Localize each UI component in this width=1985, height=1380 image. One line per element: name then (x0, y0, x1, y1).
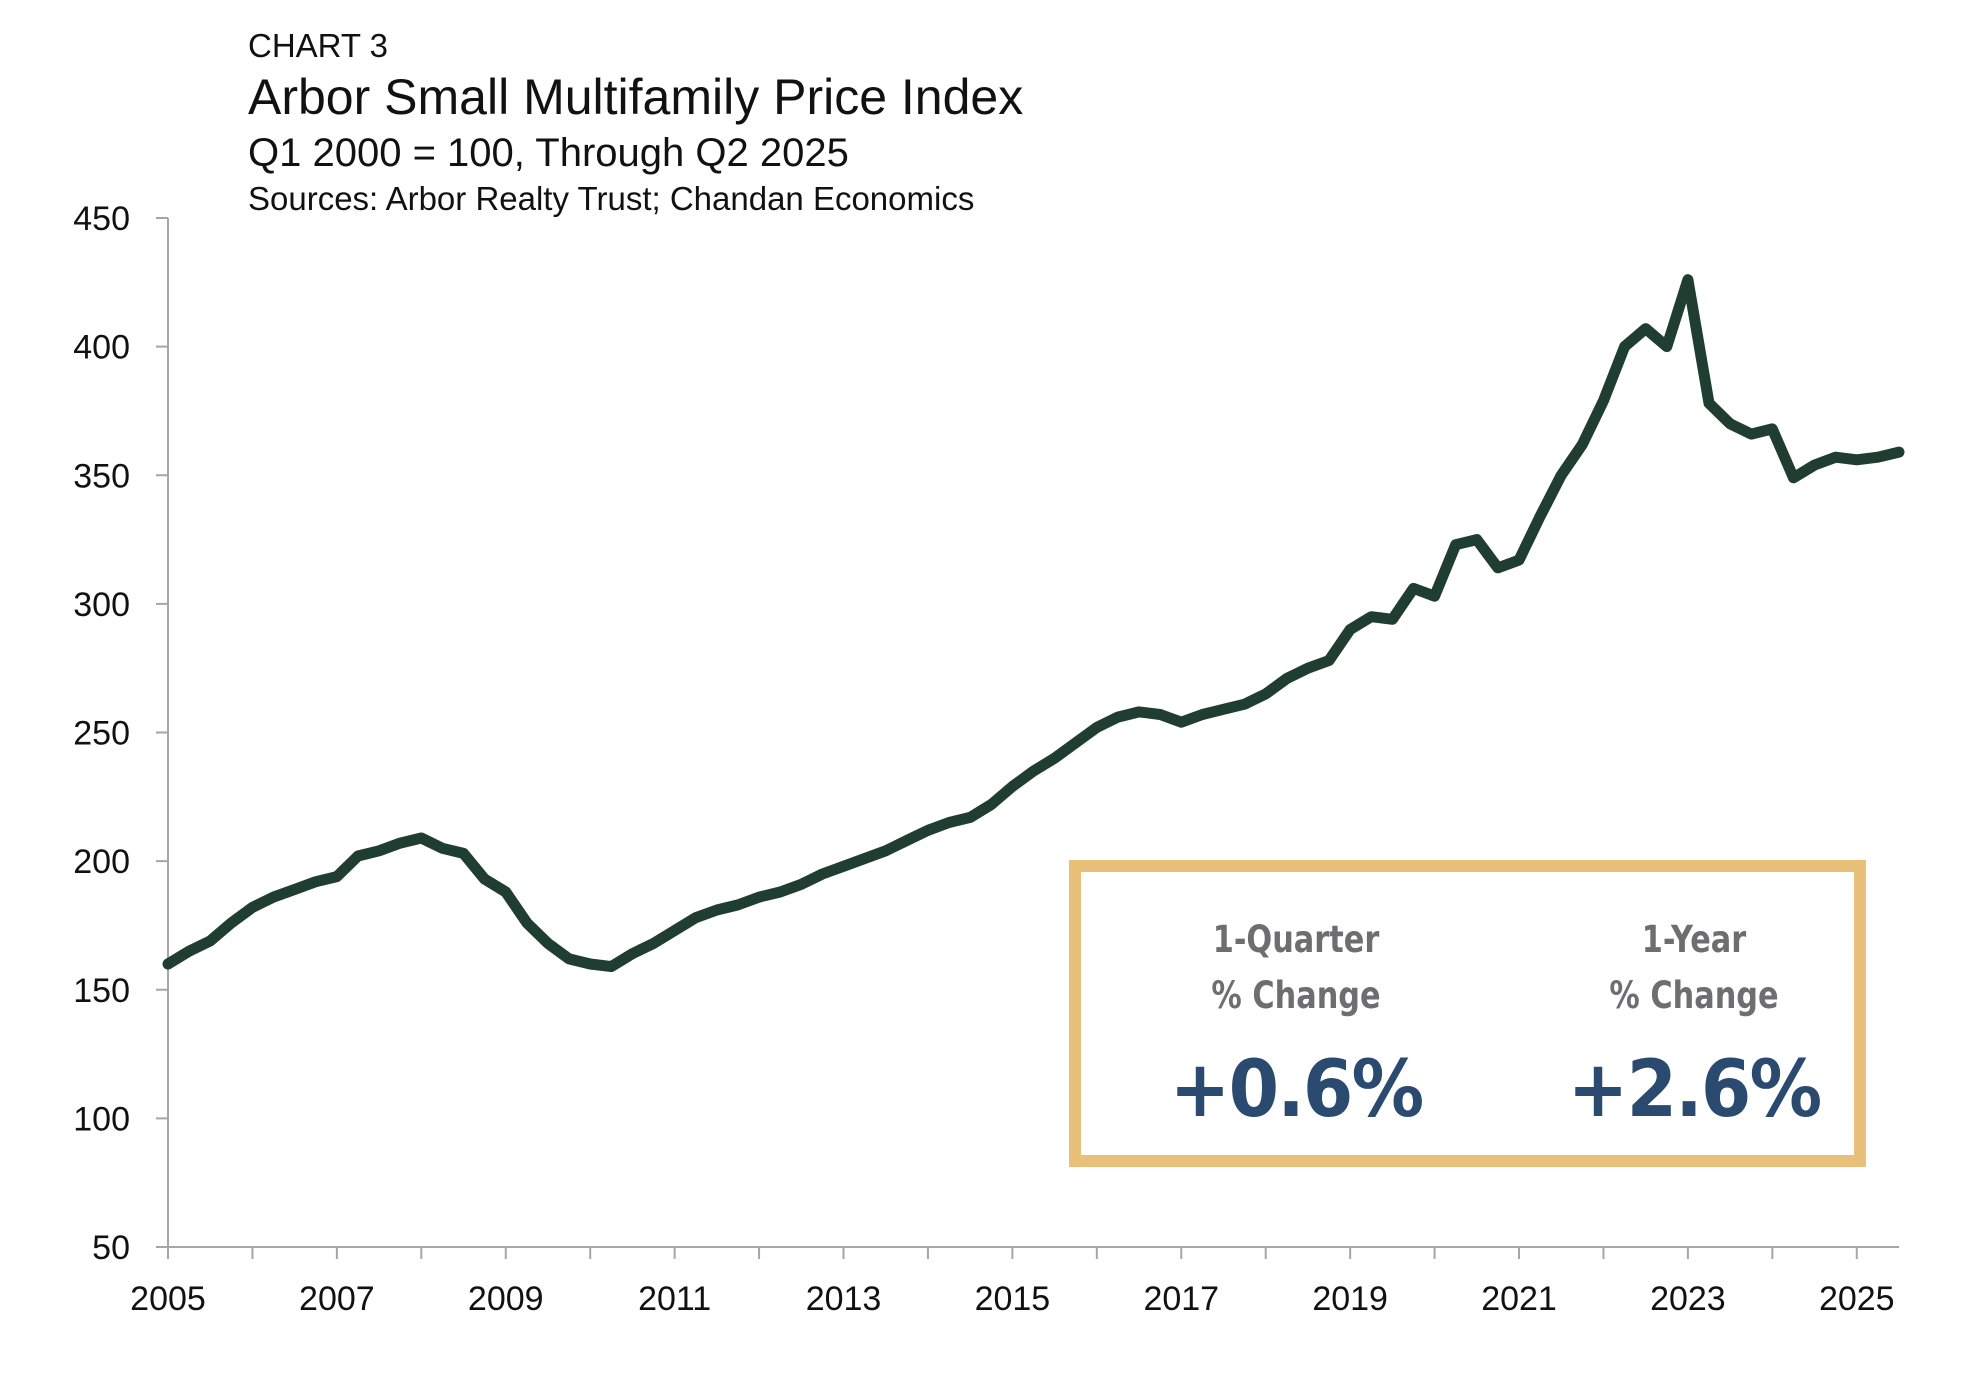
y-tick-label: 150 (73, 972, 130, 1010)
y-tick-label: 50 (92, 1229, 130, 1267)
x-tick-label: 2025 (1819, 1280, 1895, 1318)
axes (156, 217, 1899, 1259)
x-tick-label: 2015 (975, 1280, 1051, 1318)
y-tick-label: 450 (73, 200, 130, 238)
x-tick-label: 2023 (1650, 1280, 1726, 1318)
quarter-change-stat: 1-Quarter % Change +0.6% (1131, 912, 1461, 1136)
x-tick-label: 2013 (806, 1280, 882, 1318)
quarter-change-value: +0.6% (1169, 1045, 1425, 1135)
tick-labels: 50 100 150 200 250 300 350 400 450 2005 2007 2009 20… (73, 200, 1894, 1318)
quarter-change-label-line1: 1-Quarter (1212, 918, 1380, 961)
x-tick-label: 2021 (1481, 1280, 1557, 1318)
change-callout-box: 1-Quarter % Change +0.6% 1-Year % Change… (1069, 860, 1866, 1167)
y-tick-label: 250 (73, 715, 130, 753)
year-change-label-line2: % Change (1609, 974, 1779, 1017)
year-change-stat: 1-Year % Change +2.6% (1529, 912, 1859, 1136)
x-tick-label: 2011 (638, 1280, 711, 1318)
quarter-change-label-line2: % Change (1211, 974, 1381, 1017)
y-tick-label: 300 (73, 586, 130, 624)
x-tick-label: 2017 (1143, 1280, 1219, 1318)
chart-sources: Sources: Arbor Realty Trust; Chandan Eco… (248, 180, 975, 217)
y-tick-label: 200 (73, 843, 130, 881)
series-layer (162, 274, 1905, 973)
chart-number-label: CHART 3 (248, 27, 388, 64)
x-tick-label: 2009 (468, 1280, 544, 1318)
x-tick-label: 2019 (1312, 1280, 1388, 1318)
x-tick-label: 2005 (130, 1280, 206, 1318)
year-change-label-line1: 1-Year (1641, 918, 1747, 961)
y-tick-label: 400 (73, 329, 130, 367)
chart-title: Arbor Small Multifamily Price Index (248, 69, 1024, 125)
series-line-0 (162, 274, 1905, 973)
y-tick-label: 350 (73, 457, 130, 495)
year-change-value: +2.6% (1567, 1045, 1823, 1135)
y-tick-label: 100 (73, 1100, 130, 1138)
x-tick-label: 2007 (299, 1280, 375, 1318)
chart-header: CHART 3 Arbor Small Multifamily Price In… (248, 26, 1023, 220)
chart-subtitle: Q1 2000 = 100, Through Q2 2025 (248, 131, 849, 175)
